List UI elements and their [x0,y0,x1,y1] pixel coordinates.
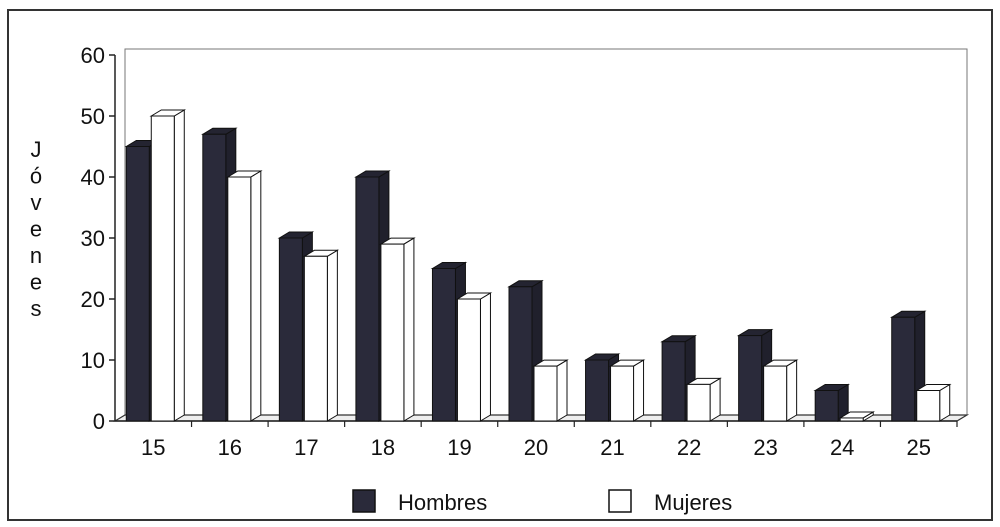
bar-side-mujeres [633,359,645,422]
bar-mujeres [150,115,175,422]
bar-mujeres [303,255,328,422]
x-tick-label: 21 [600,435,624,460]
y-tick-label: 50 [81,104,105,129]
chart-frame [7,9,993,521]
bar-mujeres [456,298,481,422]
bar-side-mujeres [786,359,798,422]
bar-mujeres [839,417,864,422]
y-axis-label-letter: ó [30,164,42,189]
bars [124,109,952,422]
y-axis-label-letter: v [31,190,42,215]
y-tick-label: 60 [81,43,105,68]
bar-hombres [738,335,763,422]
bar-side-mujeres [173,109,185,422]
y-axis-label-letter: J [31,137,42,162]
y-tick-labels: 0 10 20 30 40 50 60 [81,43,115,434]
y-tick-label: 10 [81,348,105,373]
bar-hombres [585,359,610,422]
bar-mujeres [227,176,252,422]
bar-side-mujeres [556,359,568,422]
bar-side-mujeres [326,249,338,422]
y-tick-label: 40 [81,165,105,190]
bar-hombres [278,237,303,422]
bar-hombres [431,268,456,422]
bar-hombres [202,133,227,422]
x-tick-label: 19 [447,435,471,460]
bar-mujeres [763,365,788,422]
bar-mujeres [380,243,405,422]
x-tick-label: 15 [141,435,165,460]
legend-swatch-mujeres [608,489,632,513]
bar-hombres [814,390,839,422]
x-tick-label: 17 [294,435,318,460]
bar-side-mujeres [250,170,262,422]
bar-hombres [508,286,533,422]
y-tick-label: 0 [93,409,105,434]
x-tick-label: 16 [218,435,242,460]
x-tick-label: 22 [677,435,701,460]
y-axis-label-letter: s [31,296,42,321]
bar-side-mujeres [479,292,491,422]
y-tick-label: 30 [81,226,105,251]
legend-label-mujeres: Mujeres [654,490,732,515]
bar-side-mujeres [709,377,721,422]
bar-hombres [125,146,150,422]
bar-mujeres [610,365,635,422]
y-axis-label-letter: e [30,270,42,295]
y-tick-label: 20 [81,287,105,312]
bar-mujeres [686,383,711,422]
legend-swatch-hombres [352,489,376,513]
bar-side-mujeres [403,237,415,422]
x-tick-label: 24 [830,435,854,460]
bar-mujeres [916,390,941,422]
bar-hombres [661,341,686,422]
x-tick-label: 18 [371,435,395,460]
y-axis-label-letter: e [30,217,42,242]
bar-hombres [891,316,916,422]
x-tick-label: 20 [524,435,548,460]
bar-mujeres [533,365,558,422]
x-tick-label: 25 [906,435,930,460]
bar-hombres [355,176,380,422]
legend-label-hombres: Hombres [398,490,487,515]
x-tick-label: 23 [753,435,777,460]
x-tick-labels: 15 16 17 18 19 20 21 22 23 24 25 [141,421,958,460]
legend: Hombres Mujeres [352,489,732,515]
y-axis-label-letter: n [30,243,42,268]
